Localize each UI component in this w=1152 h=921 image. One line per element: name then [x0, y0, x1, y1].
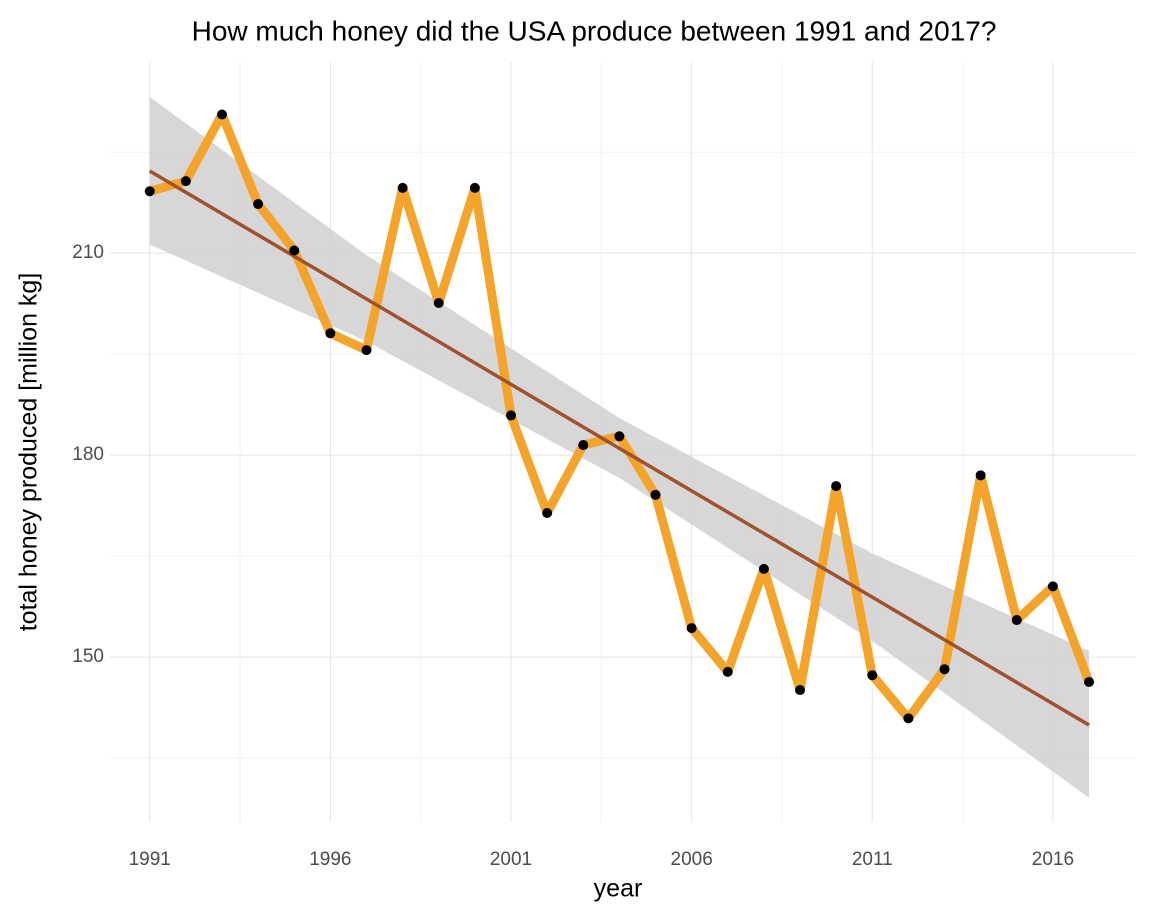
data-point: [939, 664, 950, 675]
data-point: [758, 563, 769, 574]
data-point: [289, 245, 300, 256]
data-point: [975, 470, 986, 481]
y-tick-label: 150: [72, 646, 104, 667]
data-point: [578, 440, 589, 451]
trend-line: [148, 169, 1090, 727]
data-point: [903, 713, 914, 724]
data-point: [1047, 581, 1058, 592]
data-point: [1084, 676, 1095, 687]
data-point: [397, 182, 408, 193]
y-tick-label: 180: [72, 444, 104, 465]
y-axis-label: total honey produced [million kg]: [15, 273, 43, 632]
data-point: [325, 328, 336, 339]
data-point: [867, 670, 878, 681]
x-tick-label: 2006: [671, 849, 713, 870]
x-tick-label: 1996: [309, 849, 351, 870]
data-point: [650, 489, 661, 500]
x-tick-label: 1991: [129, 849, 171, 870]
data-point: [361, 345, 372, 356]
x-tick-label: 2011: [852, 849, 893, 870]
data-point: [506, 410, 517, 421]
data-point: [469, 182, 480, 193]
data-point: [144, 186, 155, 197]
x-tick-label: 2001: [490, 849, 532, 870]
data-point: [542, 508, 553, 519]
data-point: [216, 109, 227, 120]
x-axis-label: year: [594, 875, 643, 903]
data-point: [831, 481, 842, 492]
data-point: [433, 297, 444, 308]
x-tick-label: 2016: [1032, 849, 1074, 870]
data-point: [722, 666, 733, 677]
data-point: [686, 623, 697, 634]
data-point: [180, 176, 191, 187]
chart-title: How much honey did the USA produce betwe…: [192, 15, 997, 46]
data-point: [1011, 615, 1022, 626]
data-point: [795, 685, 806, 696]
data-point: [253, 199, 264, 210]
y-tick-label: 210: [72, 242, 104, 263]
data-point: [614, 431, 625, 442]
